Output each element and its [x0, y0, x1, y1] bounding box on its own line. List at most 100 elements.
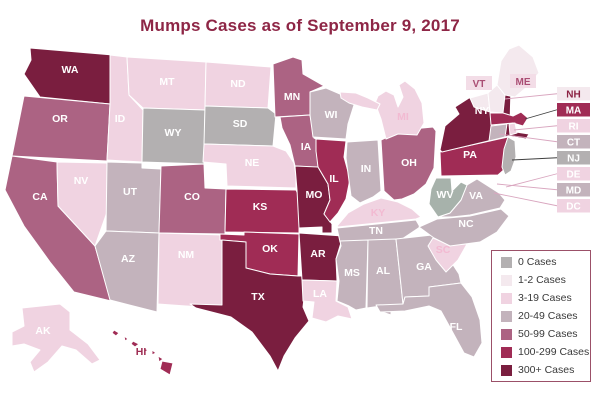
state-ri[interactable] — [508, 122, 518, 136]
state-label-ne: NE — [245, 157, 260, 169]
state-label-ky: KY — [371, 207, 386, 219]
state-label-id: ID — [115, 113, 126, 125]
state-fl[interactable] — [375, 282, 483, 358]
state-hi[interactable] — [157, 355, 164, 363]
state-sd[interactable] — [203, 105, 277, 147]
state-ar[interactable] — [298, 232, 344, 282]
callout-box-de[interactable] — [557, 167, 590, 181]
state-label-ms: MS — [344, 267, 360, 279]
legend-swatch-1-2 — [501, 274, 512, 286]
state-label-pa: PA — [463, 149, 477, 161]
state-nm[interactable] — [157, 232, 224, 309]
state-label-fl: FL — [450, 321, 463, 333]
leader-line-nh — [504, 93, 558, 100]
state-az[interactable] — [94, 230, 160, 313]
state-mi[interactable] — [374, 80, 425, 140]
state-label-wi: WI — [325, 109, 338, 121]
state-nv[interactable] — [56, 161, 108, 247]
state-ky[interactable] — [336, 197, 422, 228]
state-label-ny: NY — [475, 105, 490, 117]
callout-box-nh[interactable] — [557, 87, 590, 101]
state-label-mn: MN — [284, 91, 300, 103]
state-or[interactable] — [11, 95, 111, 162]
legend-swatch-300plus — [501, 364, 512, 376]
state-label-sd: SD — [233, 118, 248, 130]
state-label-va: VA — [469, 190, 483, 202]
legend-label-300plus: 300+ Cases — [518, 364, 575, 376]
state-label-nm: NM — [178, 249, 195, 261]
leader-line-nj — [511, 157, 558, 161]
state-label-az: AZ — [121, 253, 136, 265]
callout-box-dc[interactable] — [557, 199, 590, 213]
leader-lines-layer — [493, 93, 558, 207]
state-label-hi: HI — [136, 346, 147, 358]
state-nh[interactable] — [487, 84, 506, 114]
inset-label-box-vt[interactable] — [466, 76, 492, 90]
legend-label-20-49: 20-49 Cases — [518, 310, 578, 322]
state-label-wy: WY — [165, 127, 182, 139]
callout-boxes-layer: NH MA RI CT NJ DE MD DC VT ME — [466, 74, 590, 213]
legend-label-3-19: 3-19 Cases — [518, 292, 572, 304]
callout-box-nj[interactable] — [557, 151, 590, 165]
legend-item-0: 0 Cases — [501, 256, 590, 268]
leader-line-ma — [524, 109, 558, 120]
legend-item-1-2: 1-2 Cases — [501, 274, 590, 286]
callout-box-ct[interactable] — [557, 135, 590, 149]
state-label-or: OR — [52, 113, 68, 125]
state-label-ga: GA — [416, 261, 432, 273]
state-hi[interactable] — [130, 340, 140, 348]
state-hi[interactable] — [111, 329, 120, 337]
state-wi[interactable] — [309, 87, 355, 140]
state-label-nc: NC — [458, 218, 474, 230]
state-hi[interactable] — [143, 347, 149, 353]
legend-item-20-49: 20-49 Cases — [501, 310, 590, 322]
callout-box-ma[interactable] — [557, 103, 590, 117]
state-label-ok: OK — [262, 243, 278, 255]
legend-swatch-20-49 — [501, 310, 512, 322]
state-la[interactable] — [301, 279, 353, 323]
legend-item-300plus: 300+ Cases — [501, 364, 590, 376]
states-layer — [4, 44, 540, 376]
state-label-wv: WV — [437, 189, 454, 201]
state-in[interactable] — [345, 139, 382, 204]
callout-label-ri: RI — [569, 122, 579, 133]
callout-label-ma: MA — [566, 106, 582, 117]
callout-box-ri[interactable] — [557, 119, 590, 133]
state-nj[interactable] — [501, 136, 517, 176]
callout-box-md[interactable] — [557, 183, 590, 197]
state-label-tx: TX — [251, 291, 264, 303]
state-tx[interactable] — [189, 239, 310, 372]
leader-line-ct — [498, 133, 558, 143]
legend-item-3-19: 3-19 Cases — [501, 292, 590, 304]
state-label-tn: TN — [369, 225, 383, 237]
state-hi[interactable] — [123, 335, 129, 342]
state-label-sc: SC — [436, 244, 451, 256]
state-mi[interactable] — [339, 91, 381, 111]
state-wv[interactable] — [428, 177, 468, 218]
state-ak[interactable] — [11, 303, 101, 373]
state-me[interactable] — [496, 44, 540, 98]
state-nc[interactable] — [418, 208, 510, 247]
legend-swatch-3-19 — [501, 292, 512, 304]
state-label-ia: IA — [301, 141, 312, 153]
state-wa[interactable] — [23, 47, 114, 105]
state-label-wa: WA — [62, 64, 79, 76]
legend: 0 Cases 1-2 Cases 3-19 Cases 20-49 Cases 50-… — [491, 250, 591, 382]
leader-line-de — [505, 173, 558, 188]
state-hi[interactable] — [151, 349, 157, 356]
state-label-ut: UT — [123, 186, 138, 198]
state-hi[interactable] — [159, 360, 174, 376]
state-ny[interactable] — [439, 86, 530, 153]
state-il[interactable] — [315, 138, 351, 223]
legend-label-100-299: 100-299 Cases — [518, 346, 590, 358]
state-tn[interactable] — [336, 219, 421, 243]
legend-swatch-100-299 — [501, 346, 512, 358]
callout-label-nh: NH — [566, 90, 580, 101]
callout-label-de: DE — [567, 170, 581, 181]
leader-line-dc — [493, 192, 558, 207]
state-label-in: IN — [361, 163, 372, 175]
state-ct[interactable] — [488, 123, 508, 142]
inset-label-box-me[interactable] — [510, 74, 536, 88]
